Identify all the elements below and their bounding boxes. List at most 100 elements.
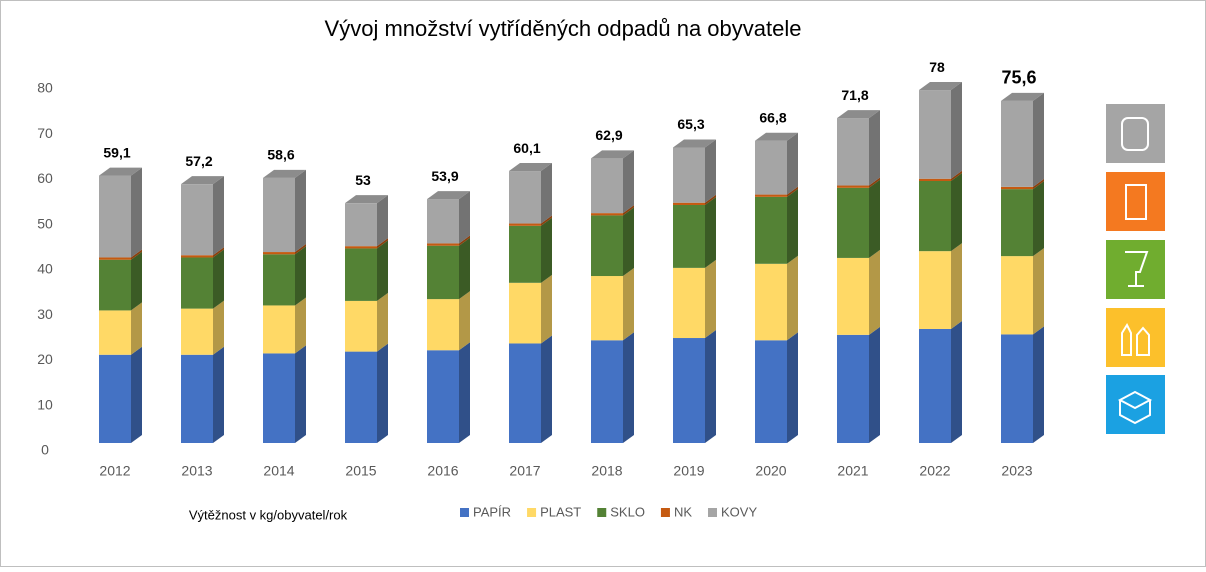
bar-side xyxy=(869,110,880,186)
bar-side xyxy=(705,259,716,339)
bar-side xyxy=(295,345,306,443)
bar-segment xyxy=(99,310,131,355)
total-label: 62,9 xyxy=(595,127,622,143)
bar-segment xyxy=(99,259,131,311)
bar-segment xyxy=(181,257,213,309)
y-tick-label: 60 xyxy=(37,170,53,186)
bar-segment xyxy=(263,252,295,255)
x-tick-label: 2016 xyxy=(427,463,458,479)
icon-bottles xyxy=(1121,322,1150,356)
bar-segment xyxy=(345,203,377,247)
total-label: 59,1 xyxy=(103,144,130,160)
bar-segment xyxy=(1001,186,1033,190)
bar-side xyxy=(951,82,962,179)
bar-side xyxy=(869,179,880,258)
bar-side xyxy=(869,177,880,188)
bar-segment xyxy=(673,267,705,339)
bar-segment xyxy=(755,263,787,341)
bar-side xyxy=(131,249,142,260)
bar-top xyxy=(263,169,306,178)
bar-segment xyxy=(181,308,213,355)
bar-segment xyxy=(509,223,541,226)
annotation: Výtěžnost v kg/obyvatel/rok xyxy=(189,507,348,522)
bar-side xyxy=(623,205,634,216)
bar-side xyxy=(131,251,142,311)
bar-segment xyxy=(837,334,869,443)
bar-segment xyxy=(837,185,869,188)
y-tick-label: 20 xyxy=(37,351,53,367)
total-label: 75,6 xyxy=(1001,68,1036,88)
bar-side xyxy=(623,332,634,443)
bar-segment xyxy=(837,118,869,186)
bar-segment xyxy=(837,187,869,258)
x-tick-label: 2014 xyxy=(263,463,294,479)
total-label: 66,8 xyxy=(759,109,786,125)
bar-segment xyxy=(263,305,295,354)
y-tick-label: 80 xyxy=(37,80,53,96)
x-tick-label: 2012 xyxy=(99,463,130,479)
total-label: 53 xyxy=(355,172,371,188)
bar-segment xyxy=(345,351,377,443)
bar-segment xyxy=(263,254,295,306)
bar-segment xyxy=(427,245,459,300)
bar-side xyxy=(951,243,962,329)
bar-segment xyxy=(181,354,213,443)
bar-segment xyxy=(509,225,541,283)
bar-segment xyxy=(181,255,213,258)
bar-segment xyxy=(263,353,295,443)
bar-side xyxy=(705,330,716,443)
bar-side xyxy=(213,300,224,355)
legend-swatch xyxy=(527,508,537,517)
x-tick-label: 2020 xyxy=(755,463,786,479)
bar-side xyxy=(459,237,470,300)
bar-side xyxy=(1033,181,1044,257)
bar-side xyxy=(295,297,306,354)
bar-side xyxy=(623,207,634,277)
legend-label: SKLO xyxy=(610,504,645,519)
bar-side xyxy=(131,302,142,355)
icon-kovy xyxy=(1106,104,1165,163)
bar-segment xyxy=(263,177,295,253)
bar-side xyxy=(951,170,962,182)
bar-side xyxy=(787,132,798,195)
bar-side xyxy=(541,163,552,224)
bar-segment xyxy=(755,340,787,443)
bar-segment xyxy=(673,202,705,205)
bar-segment xyxy=(919,181,951,252)
icon-glass xyxy=(1125,251,1149,287)
bar-segment xyxy=(1001,256,1033,335)
bar-side xyxy=(1033,178,1044,190)
legend-swatch xyxy=(708,508,717,517)
x-tick-label: 2015 xyxy=(345,463,376,479)
y-tick-label: 70 xyxy=(37,125,53,141)
legend-swatch xyxy=(660,508,670,517)
icon-sklo xyxy=(1106,240,1165,299)
y-tick-label: 0 xyxy=(41,442,49,458)
icon-carton xyxy=(1125,184,1147,220)
bar-segment xyxy=(99,354,131,443)
bar-segment xyxy=(919,178,951,182)
bar-side xyxy=(131,167,142,258)
bar-side xyxy=(377,343,388,443)
bar-segment xyxy=(591,276,623,341)
bar-top xyxy=(1001,92,1044,101)
bar-segment xyxy=(427,199,459,244)
bar-side xyxy=(377,195,388,247)
bar-side xyxy=(787,188,798,264)
bar-top xyxy=(181,176,224,185)
bar-segment xyxy=(919,90,951,179)
bar-segment xyxy=(919,328,951,443)
bar-segment xyxy=(755,196,787,264)
legend-label: KOVY xyxy=(721,504,757,519)
bar-side xyxy=(213,176,224,256)
bar-segment xyxy=(673,338,705,443)
bar-top xyxy=(345,195,388,204)
bar-side xyxy=(541,274,552,344)
bar-side xyxy=(623,268,634,341)
bar-top xyxy=(755,132,798,141)
bar-side xyxy=(213,249,224,309)
bar-side xyxy=(459,291,470,351)
bar-segment xyxy=(591,340,623,443)
total-label: 53,9 xyxy=(431,168,458,184)
